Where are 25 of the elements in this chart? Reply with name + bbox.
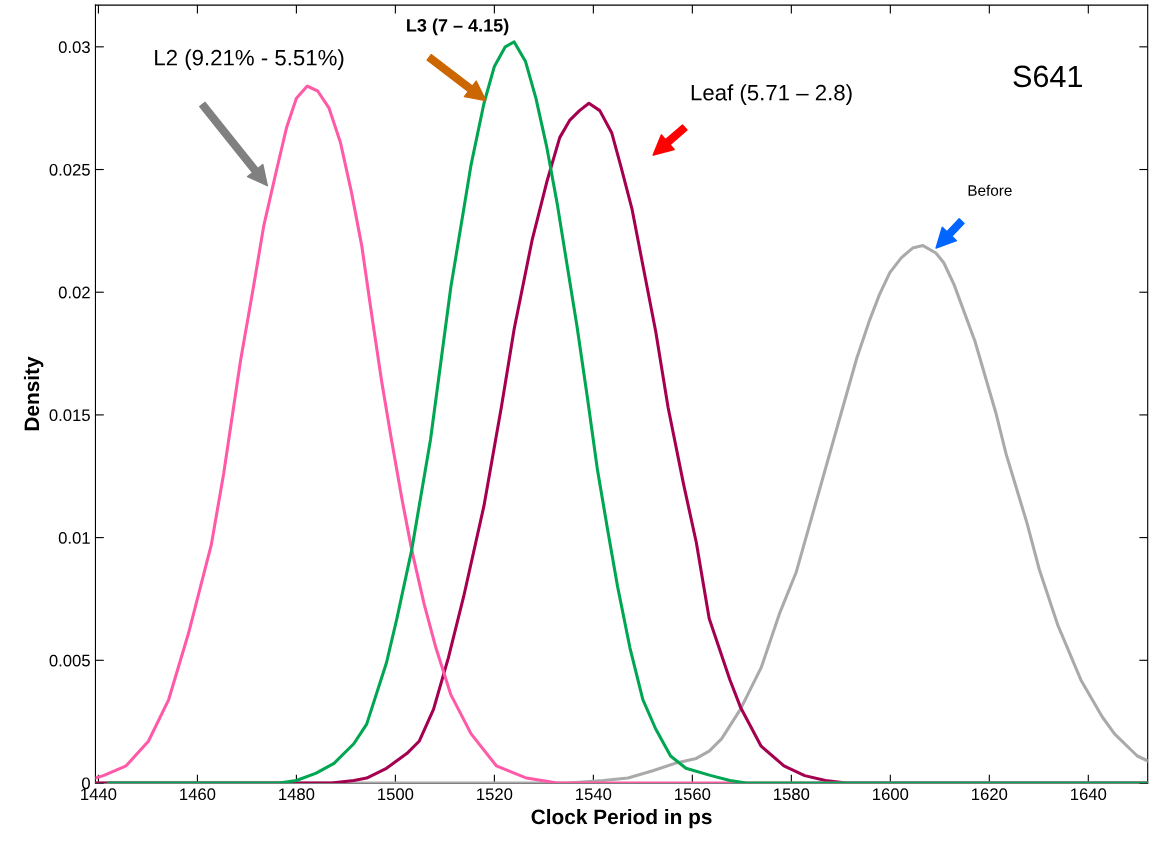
y-axis-title: Density (23, 356, 44, 431)
x-tick-label: 1540 (576, 788, 612, 801)
annotation: S641 (1013, 65, 1082, 88)
y-tick-label: 0.02 (58, 286, 90, 299)
y-tick-label: 0.005 (49, 654, 90, 667)
annotation: L3 (7 – 4.15) (407, 18, 509, 36)
y-tick-label: 0.01 (58, 532, 90, 544)
y-tick-label: 0 (81, 777, 90, 790)
x-tick-label: 1620 (972, 788, 1008, 801)
x-tick-label: 1500 (378, 788, 414, 801)
x-tick-label: 1440 (81, 788, 117, 801)
y-tick-label: 0.03 (58, 41, 90, 54)
x-tick-label: 1460 (180, 788, 216, 801)
x-tick-label: 1600 (873, 788, 909, 801)
x-axis-title: Clock Period in ps (531, 808, 712, 829)
x-tick-label: 1480 (279, 788, 315, 801)
annotation: Leaf (5.71 – 2.8) (691, 84, 852, 105)
x-tick-label: 1640 (1071, 788, 1107, 801)
y-tick-label: 0.015 (49, 409, 90, 422)
annotation: L2 (9.21% - 5.51%) (155, 49, 344, 70)
x-tick-label: 1560 (675, 788, 711, 801)
annotation: Before (968, 184, 1012, 196)
x-tick-label: 1580 (774, 788, 810, 801)
x-tick-label: 1520 (477, 788, 513, 801)
y-tick-label: 0.025 (49, 163, 90, 176)
